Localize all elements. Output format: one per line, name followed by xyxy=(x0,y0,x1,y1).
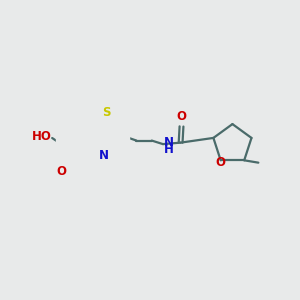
Text: S: S xyxy=(90,108,98,121)
Text: O: O xyxy=(176,110,187,124)
Text: N: N xyxy=(99,149,109,162)
Text: O: O xyxy=(57,164,67,178)
Text: N: N xyxy=(88,150,98,163)
Text: HO: HO xyxy=(32,130,52,143)
Text: HO: HO xyxy=(64,131,84,144)
Text: O: O xyxy=(216,156,226,169)
Bar xyxy=(56,106,129,179)
Text: H: H xyxy=(164,143,174,157)
Text: N: N xyxy=(164,136,174,149)
Text: S: S xyxy=(102,106,111,119)
Text: O: O xyxy=(86,165,96,178)
